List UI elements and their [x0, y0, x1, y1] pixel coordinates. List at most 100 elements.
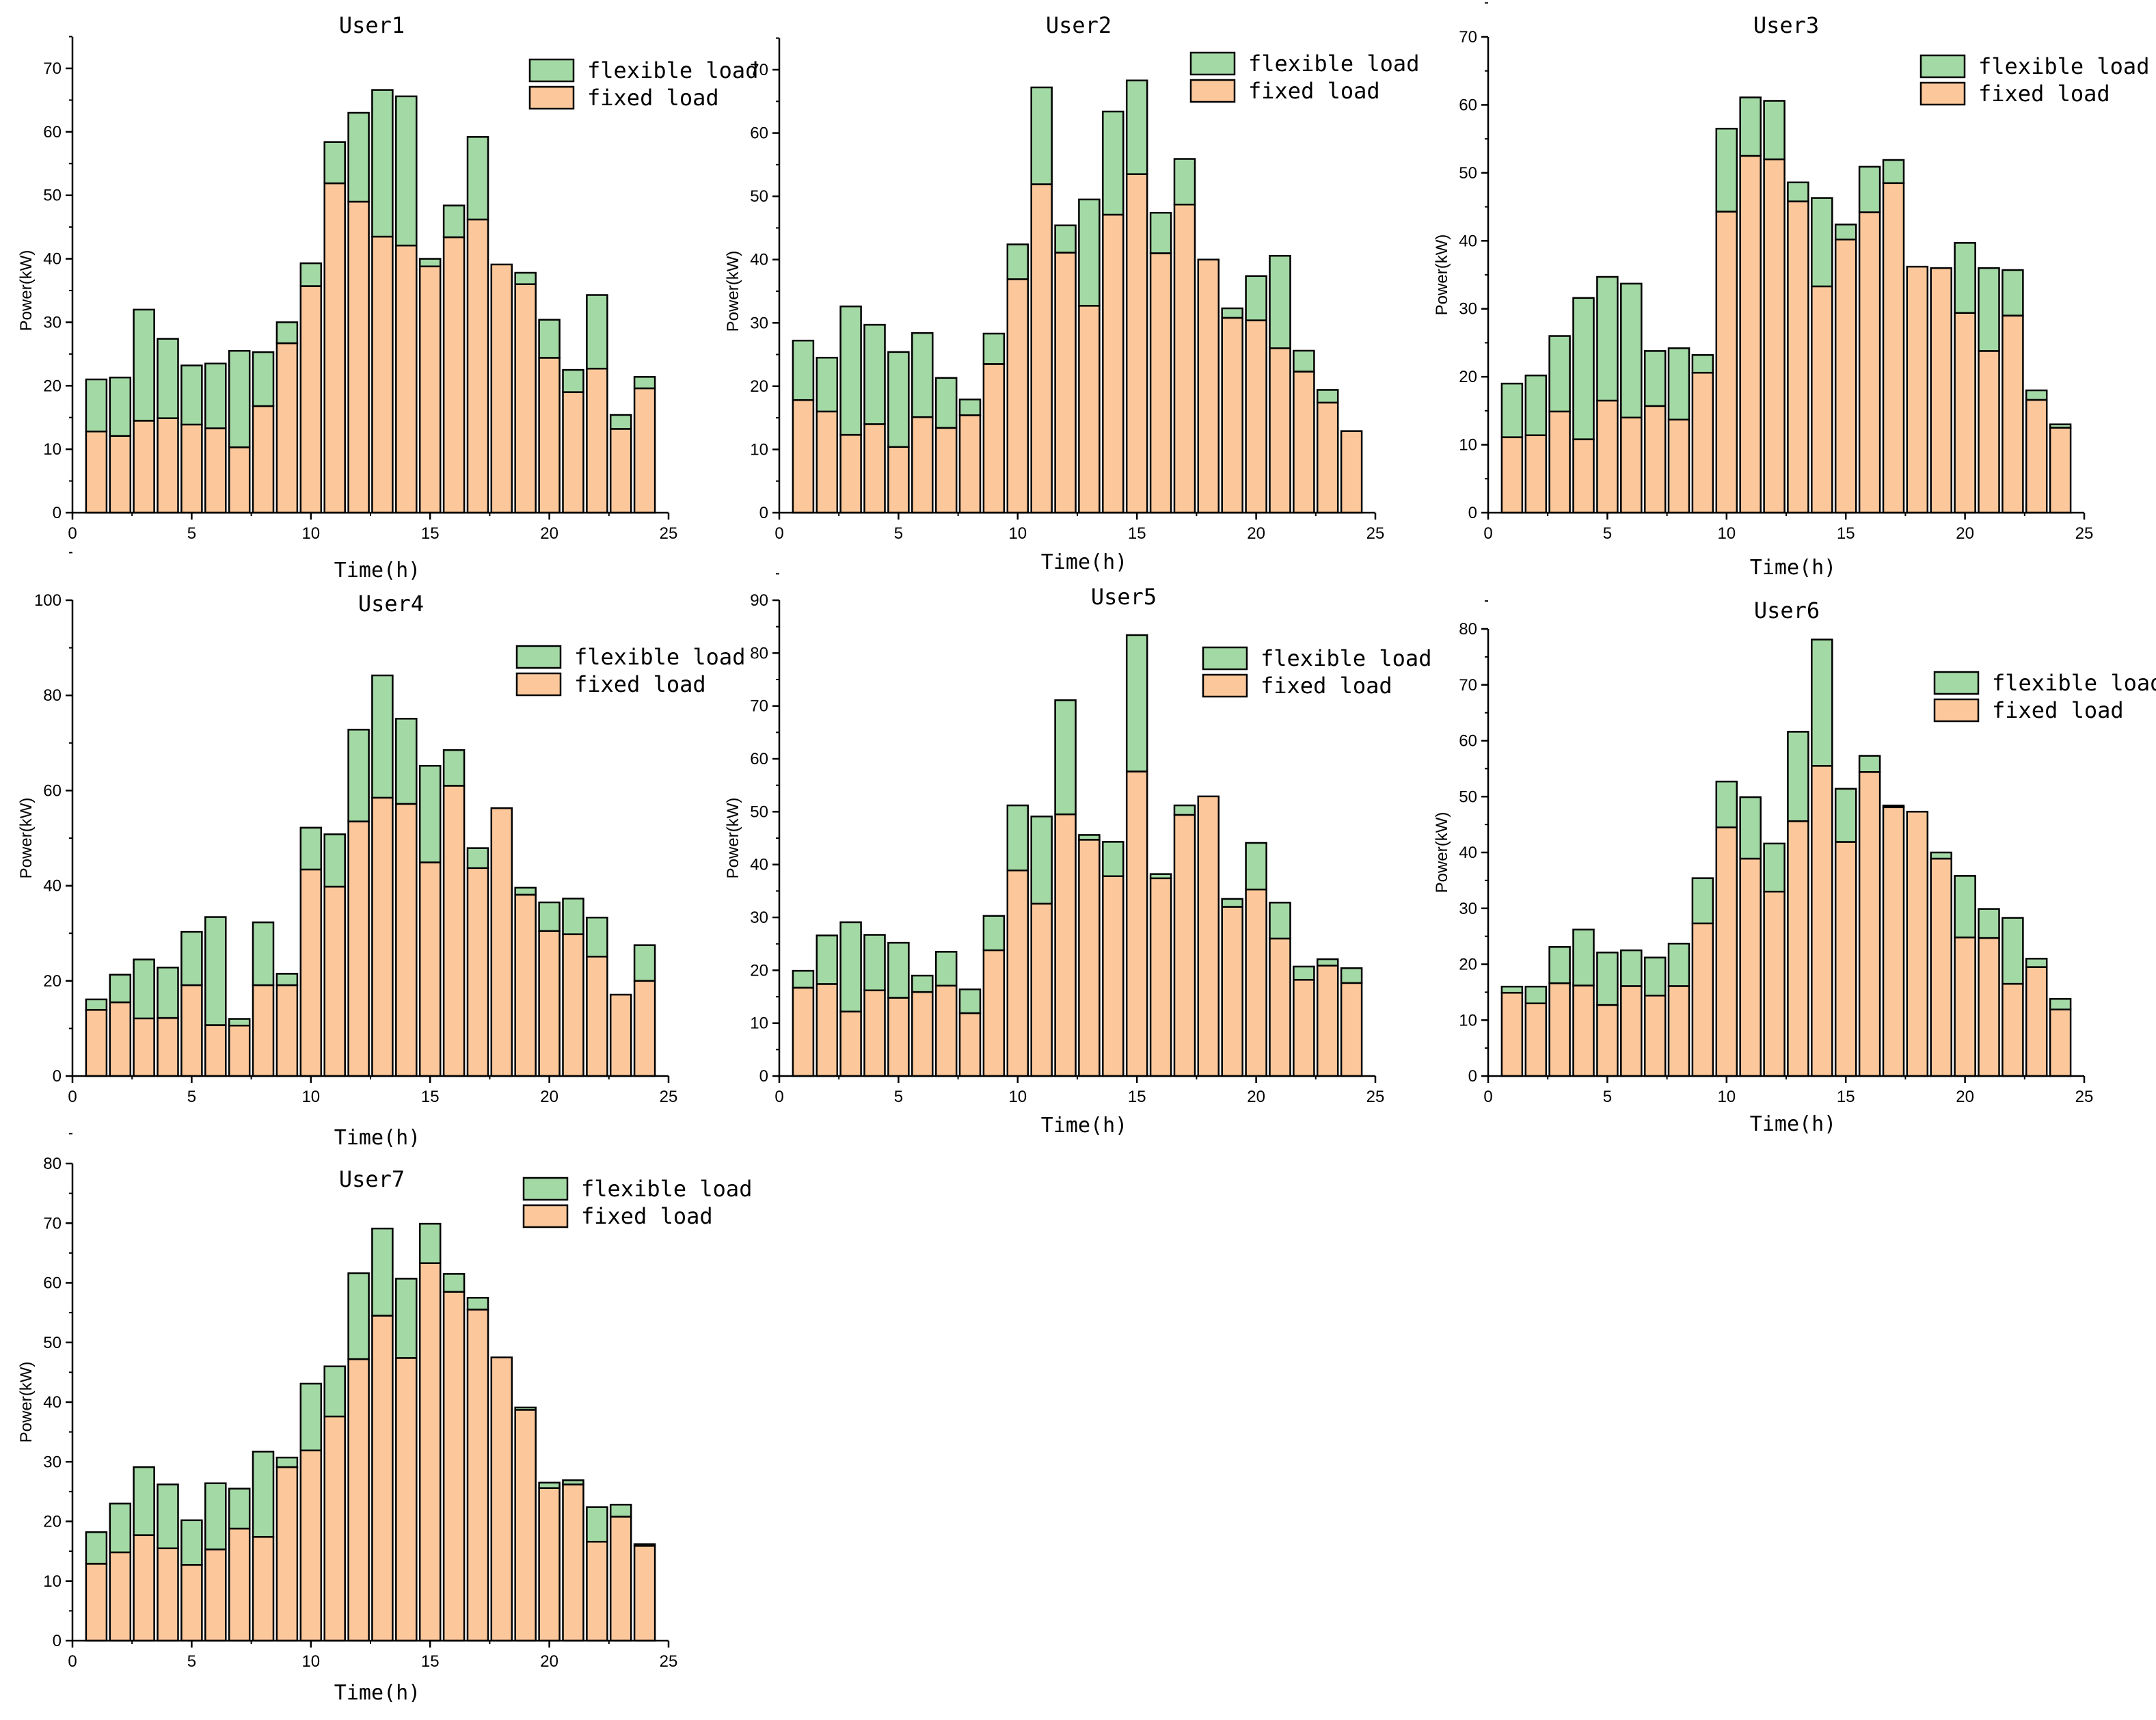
- legend-label: flexible load: [581, 1176, 752, 1202]
- bar-flexible-load: [180, 930, 203, 986]
- chart-panel-7: 0 10 20 30 40 50 60 70 80 0 5 10 15 20 25 User7 Time(h) P…: [17, 1133, 752, 1705]
- y-tick-label: 0: [759, 1067, 768, 1086]
- bar-fixed-load: [1173, 814, 1196, 1077]
- x-tick-label: 25: [1366, 524, 1385, 543]
- x-tick-label: 5: [894, 524, 903, 543]
- y-tick-label: 30: [750, 314, 768, 332]
- legend-label: flexible load: [587, 57, 758, 83]
- y-tick-label: 70: [750, 61, 768, 79]
- bar-fixed-load: [1548, 410, 1571, 514]
- y-tick-label: 60: [43, 1274, 62, 1293]
- bar-flexible-load: [1500, 382, 1524, 438]
- y-tick-label: 40: [750, 251, 768, 269]
- bar-fixed-load: [371, 796, 394, 1077]
- bar-flexible-load: [275, 973, 299, 986]
- bar-flexible-load: [1054, 699, 1077, 816]
- legend-label: flexible load: [1992, 670, 2156, 696]
- bar-flexible-load: [180, 1519, 203, 1566]
- legend-swatch-flexible: [522, 1177, 569, 1201]
- bar-flexible-load: [252, 351, 275, 407]
- bar-flexible-load: [1221, 307, 1243, 319]
- y-tick-label: 10: [1459, 436, 1477, 455]
- bar-flexible-load: [1739, 96, 1762, 157]
- bar-fixed-load: [633, 1545, 656, 1642]
- bar-flexible-load: [204, 916, 227, 1026]
- y-tick-label: 70: [43, 1214, 62, 1233]
- x-tick-label: 20: [540, 524, 558, 543]
- y-axis-label: Power(kW): [17, 250, 36, 332]
- bar-flexible-load: [466, 1297, 489, 1311]
- bar-flexible-load: [609, 414, 632, 430]
- bar-flexible-load: [228, 349, 251, 448]
- bar-flexible-load: [633, 1543, 656, 1547]
- bar-flexible-load: [85, 998, 108, 1011]
- chart-title: User6: [1754, 597, 1820, 623]
- bar-flexible-load: [204, 362, 227, 429]
- bar-fixed-load: [887, 997, 910, 1077]
- bar-fixed-load: [1739, 154, 1762, 514]
- bar-fixed-load: [180, 984, 203, 1077]
- bar-flexible-load: [1102, 110, 1124, 216]
- bar-flexible-load: [1954, 875, 1976, 939]
- bar-fixed-load: [1149, 252, 1172, 514]
- bar-flexible-load: [538, 901, 561, 932]
- bar-fixed-load: [109, 435, 132, 514]
- bar-fixed-load: [157, 417, 179, 514]
- bar-flexible-load: [299, 262, 323, 287]
- bar-flexible-load: [133, 958, 155, 1020]
- bar-flexible-load: [418, 258, 442, 267]
- bar-flexible-load: [1596, 952, 1619, 1006]
- bar-fixed-load: [1954, 312, 1976, 514]
- legend-label: flexible load: [574, 644, 745, 670]
- bar-fixed-load: [228, 1527, 251, 1642]
- chart-panel-5: 0 10 20 30 40 50 60 70 80 90 0 5 10 15 20 25 User5 Time(h…: [724, 573, 1431, 1138]
- bar-fixed-load: [1221, 906, 1243, 1077]
- bar-fixed-load: [228, 446, 251, 514]
- y-tick-label: 30: [43, 1453, 62, 1471]
- x-tick-label: 20: [1956, 524, 1974, 543]
- x-tick-label: 15: [1128, 524, 1146, 543]
- bar-fixed-load: [1787, 820, 1809, 1077]
- bar-fixed-load: [2049, 1008, 2072, 1077]
- bar-fixed-load: [228, 1024, 251, 1077]
- bar-fixed-load: [133, 1534, 155, 1642]
- bar-fixed-load: [85, 430, 108, 514]
- bar-flexible-load: [1787, 731, 1809, 822]
- x-tick-label: 0: [68, 1088, 77, 1106]
- bar-fixed-load: [1667, 985, 1690, 1077]
- bar-flexible-load: [157, 967, 179, 1019]
- bar-flexible-load: [1978, 267, 2000, 352]
- bar-fixed-load: [1620, 416, 1643, 514]
- bar-fixed-load: [299, 285, 323, 514]
- y-tick-label: 60: [750, 750, 768, 768]
- bar-fixed-load: [816, 983, 839, 1077]
- y-tick-label: 40: [1459, 232, 1477, 250]
- bar-flexible-load: [887, 351, 910, 448]
- bar-flexible-load: [347, 1272, 370, 1360]
- y-axis-label: Power(kW): [17, 798, 36, 879]
- legend-label: fixed load: [1248, 78, 1380, 104]
- bar-fixed-load: [1811, 285, 1833, 514]
- bar-flexible-load: [633, 944, 656, 982]
- y-tick-label: 20: [43, 1513, 62, 1531]
- y-tick-label: 50: [1459, 788, 1477, 806]
- x-axis-label: Time(h): [1041, 1114, 1127, 1138]
- bar-fixed-load: [418, 265, 442, 514]
- bar-flexible-load: [911, 974, 934, 993]
- bar-flexible-load: [2049, 423, 2072, 429]
- bar-fixed-load: [323, 182, 346, 514]
- bar-flexible-load: [204, 1482, 227, 1550]
- bar-flexible-load: [1173, 158, 1196, 206]
- bar-flexible-load: [816, 935, 839, 985]
- bar-fixed-load: [1906, 811, 1929, 1077]
- bar-fixed-load: [275, 1466, 299, 1642]
- legend-swatch-flexible: [1919, 54, 1966, 79]
- bar-fixed-load: [1691, 922, 1714, 1077]
- bar-flexible-load: [252, 1451, 275, 1538]
- y-tick-label: 10: [750, 440, 768, 459]
- y-axis-label: Power(kW): [724, 798, 742, 879]
- bar-fixed-load: [1930, 267, 1952, 514]
- bar-flexible-load: [275, 321, 299, 345]
- x-tick-label: 25: [1366, 1088, 1385, 1106]
- bar-flexible-load: [633, 376, 656, 390]
